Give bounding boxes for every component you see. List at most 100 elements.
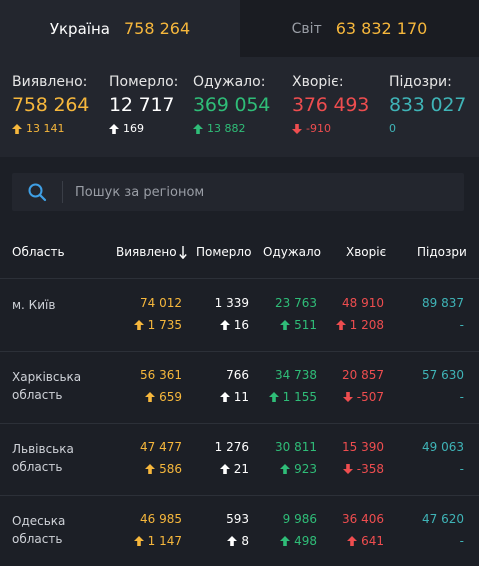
search-icon[interactable] bbox=[12, 173, 62, 211]
table-header: Область Виявлено Померло Одужало Хворіє … bbox=[0, 242, 479, 278]
arrow-up-icon bbox=[133, 536, 144, 546]
col-died-header[interactable]: Померло bbox=[196, 245, 252, 259]
cell-sick-delta-value: -358 bbox=[356, 462, 384, 476]
arrow-up-icon bbox=[219, 320, 230, 330]
arrow-up-icon bbox=[12, 123, 22, 134]
row-region: м. Київ bbox=[12, 298, 56, 312]
cell-recovered-delta-value: 1 155 bbox=[282, 390, 317, 404]
cell-detected-delta: 659 bbox=[145, 390, 182, 404]
stat-died-label: Померло: bbox=[109, 74, 179, 90]
region-panel bbox=[0, 157, 479, 566]
tab-ukraine-label: Україна bbox=[49, 19, 110, 38]
stat-detected: Виявлено: 758 264 13 141 bbox=[12, 74, 89, 135]
cell-suspected-delta-value: - bbox=[459, 462, 464, 476]
cell-sick-delta: 1 208 bbox=[335, 318, 384, 332]
stat-detected-delta: 13 141 bbox=[12, 122, 89, 135]
stat-died-delta-value: 169 bbox=[123, 122, 144, 135]
cell-sick: 48 910 bbox=[342, 296, 384, 310]
region-search bbox=[12, 173, 464, 211]
cell-detected-delta: 1 735 bbox=[133, 318, 182, 332]
table-row[interactable]: Харківська область 56 361 659 766 11 34 738 1 … bbox=[0, 351, 479, 423]
stat-suspected-value: 833 027 bbox=[389, 94, 467, 116]
cell-suspected-delta-value: - bbox=[459, 390, 464, 404]
cell-died-delta-value: 11 bbox=[233, 390, 249, 404]
cell-sick-delta: 641 bbox=[347, 534, 384, 548]
arrow-up-icon bbox=[268, 392, 279, 402]
stat-suspected-delta-value: 0 bbox=[389, 122, 396, 135]
stat-recovered: Одужало: 369 054 13 882 bbox=[193, 74, 270, 135]
cell-died: 766 bbox=[226, 368, 249, 382]
stat-sick-delta-value: -910 bbox=[306, 122, 331, 135]
search-input[interactable] bbox=[63, 184, 464, 200]
cell-recovered-delta: 498 bbox=[280, 534, 317, 548]
arrow-up-icon bbox=[347, 536, 358, 546]
row-region: Харківська область bbox=[12, 370, 82, 402]
stats-summary: Виявлено: 758 264 13 141 Померло: 12 717… bbox=[0, 57, 479, 157]
cell-detected-delta: 586 bbox=[145, 462, 182, 476]
arrow-up-icon bbox=[219, 464, 230, 474]
row-divider bbox=[0, 495, 479, 496]
cell-suspected: 49 063 bbox=[422, 440, 464, 454]
cell-suspected: 57 630 bbox=[422, 368, 464, 382]
cell-recovered: 9 986 bbox=[282, 512, 317, 526]
cell-died-delta: 11 bbox=[219, 390, 249, 404]
stat-sick-delta: -910 bbox=[292, 122, 369, 135]
stat-died-value: 12 717 bbox=[109, 94, 175, 116]
cell-sick: 15 390 bbox=[342, 440, 384, 454]
arrow-down-icon bbox=[342, 392, 353, 402]
arrow-up-icon bbox=[133, 320, 144, 330]
col-recovered-header[interactable]: Одужало bbox=[263, 245, 322, 259]
divider bbox=[0, 278, 479, 279]
cell-recovered-delta: 511 bbox=[280, 318, 317, 332]
tab-ukraine-value: 758 264 bbox=[123, 19, 191, 38]
cell-died: 593 bbox=[226, 512, 249, 526]
cell-sick-delta: -358 bbox=[342, 462, 384, 476]
arrow-up-icon bbox=[227, 536, 238, 546]
tab-world[interactable]: Світ 63 832 170 bbox=[240, 0, 479, 57]
row-divider bbox=[0, 351, 479, 352]
arrow-down-icon bbox=[292, 123, 302, 134]
cell-died: 1 339 bbox=[214, 296, 249, 310]
arrow-up-icon bbox=[219, 392, 230, 402]
cell-sick: 20 857 bbox=[342, 368, 384, 382]
search-divider bbox=[62, 181, 63, 203]
table-row[interactable]: м. Київ 74 012 1 735 1 339 16 23 763 511 48 910… bbox=[0, 279, 479, 351]
cell-died-delta: 16 bbox=[219, 318, 249, 332]
cell-died: 1 276 bbox=[214, 440, 249, 454]
stat-sick-value: 376 493 bbox=[292, 94, 370, 116]
country-tabs: Україна 758 264 Світ 63 832 170 bbox=[0, 0, 479, 57]
col-region-header[interactable]: Область bbox=[12, 245, 65, 259]
cell-detected: 56 361 bbox=[140, 368, 182, 382]
cell-sick-delta-value: 1 208 bbox=[349, 318, 384, 332]
cell-suspected-delta-value: - bbox=[459, 534, 464, 548]
stat-recovered-value: 369 054 bbox=[193, 94, 271, 116]
tab-ukraine[interactable]: Україна 758 264 bbox=[0, 0, 240, 57]
cell-suspected-delta: - bbox=[460, 462, 464, 476]
col-suspected-header[interactable]: Підозри bbox=[417, 245, 467, 259]
arrow-down-icon bbox=[342, 464, 353, 474]
table-row[interactable]: Одеська область 46 985 1 147 593 8 9 986 498 36… bbox=[0, 495, 479, 566]
cell-recovered: 34 738 bbox=[275, 368, 317, 382]
tab-world-value: 63 832 170 bbox=[335, 19, 428, 38]
cell-suspected-delta: - bbox=[460, 534, 464, 548]
cell-died-delta: 8 bbox=[227, 534, 249, 548]
col-detected-header[interactable]: Виявлено bbox=[116, 245, 187, 259]
cell-detected-delta-value: 1 735 bbox=[147, 318, 182, 332]
table-row[interactable]: Львівська область 47 477 586 1 276 21 30 811 9… bbox=[0, 423, 479, 495]
cell-detected-delta-value: 586 bbox=[159, 462, 182, 476]
stat-suspected: Підозри: 833 027 0 bbox=[389, 74, 466, 135]
cell-recovered-delta-value: 511 bbox=[294, 318, 317, 332]
arrow-up-icon bbox=[280, 536, 291, 546]
stat-died-delta: 169 bbox=[109, 122, 178, 135]
arrow-up-icon bbox=[280, 320, 291, 330]
col-sick-header[interactable]: Хворіє bbox=[346, 245, 387, 259]
stat-sick-label: Хворіє: bbox=[292, 74, 344, 90]
cell-detected: 74 012 bbox=[140, 296, 182, 310]
stat-recovered-label: Одужало: bbox=[193, 74, 266, 90]
cell-suspected-delta: - bbox=[460, 390, 464, 404]
cell-sick: 36 406 bbox=[342, 512, 384, 526]
cell-suspected-delta: - bbox=[460, 318, 464, 332]
cell-sick-delta: -507 bbox=[342, 390, 384, 404]
arrow-up-icon bbox=[280, 464, 291, 474]
arrow-up-icon bbox=[145, 392, 156, 402]
